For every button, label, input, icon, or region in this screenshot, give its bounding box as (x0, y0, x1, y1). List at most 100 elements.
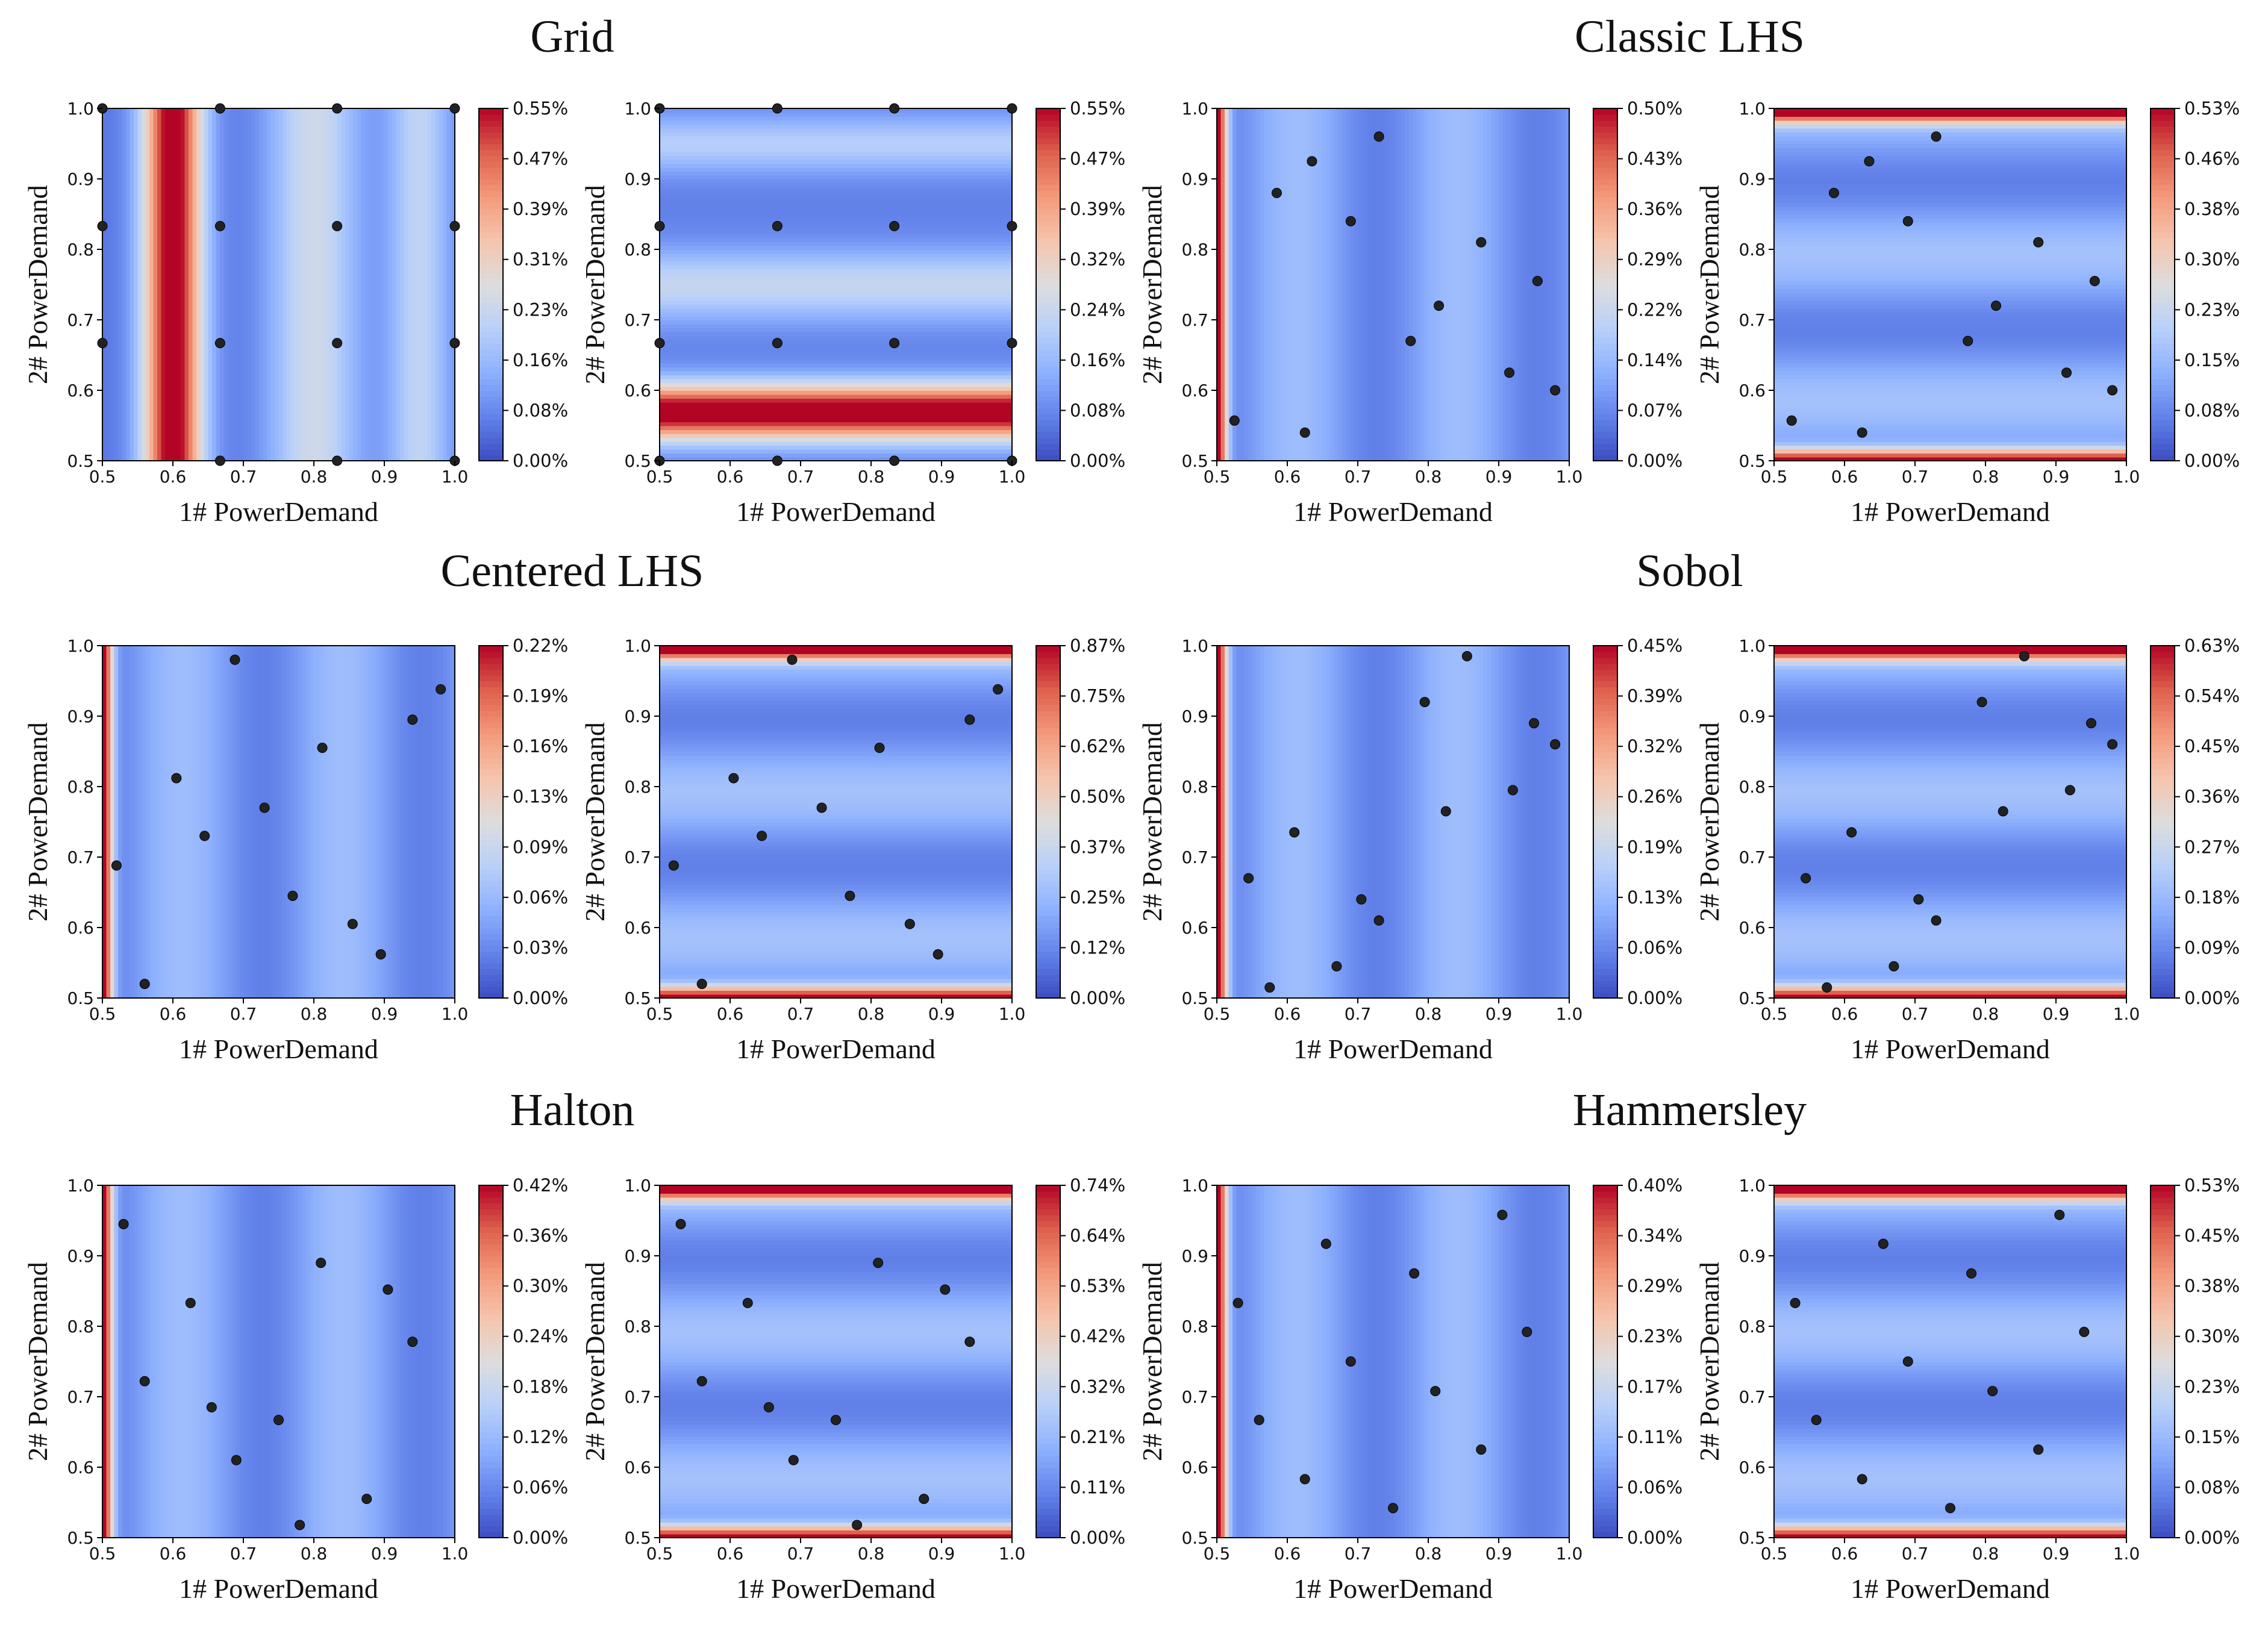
colorbar-segment (479, 986, 503, 993)
colorbar-segment (2151, 1308, 2175, 1315)
heatmap-cell (1295, 108, 1300, 461)
colorbar-segment (479, 179, 503, 186)
colorbar-segment (1593, 1350, 1617, 1356)
colorbar-segment (1036, 810, 1060, 817)
colorbar-segment (1593, 1185, 1617, 1192)
heatmap-cell (660, 735, 1012, 740)
heatmap-cell (1381, 108, 1386, 461)
heatmap-cell (1338, 1185, 1343, 1538)
sample-point (171, 773, 182, 784)
heatmap-cell (1774, 665, 2126, 670)
colorbar-segment (1593, 1455, 1617, 1462)
colorbar-segment (1593, 132, 1617, 139)
heatmap-cell (1401, 108, 1405, 461)
heatmap-cell (1774, 724, 2126, 729)
x-tick-label: 0.8 (1415, 1004, 1442, 1024)
colorbar-segment (2151, 1320, 2175, 1327)
heatmap-cell (1774, 116, 2126, 121)
sample-point (1373, 915, 1384, 926)
colorbar-segment (2151, 408, 2175, 414)
colorbar-segment (1593, 137, 1617, 145)
heatmap-cell (1393, 1185, 1398, 1538)
colorbar-tick-label: 0.15% (2184, 350, 2240, 370)
colorbar-segment (1593, 740, 1617, 746)
heatmap-cell (1260, 1185, 1264, 1538)
heatmap-cell (660, 1424, 1012, 1429)
heatmap-cell (1774, 140, 2126, 145)
colorbar-segment (479, 167, 503, 174)
colorbar-segment (1036, 651, 1060, 658)
colorbar-segment (1593, 851, 1617, 858)
heatmap-cell (1330, 646, 1335, 998)
colorbar-segment (2151, 881, 2175, 887)
colorbar-segment (1036, 1338, 1060, 1345)
sample-point (675, 1218, 686, 1229)
heatmap-cell (1774, 1518, 2126, 1523)
heatmap-cell (1401, 1185, 1405, 1538)
heatmap-cell (1774, 296, 2126, 301)
heatmap-cell (317, 108, 322, 461)
colorbar-segment (2151, 214, 2175, 221)
x-tick-label: 0.6 (717, 467, 744, 487)
colorbar-segment (1593, 1320, 1617, 1327)
heatmap-cell (345, 1185, 350, 1538)
colorbar-segment (2151, 687, 2175, 693)
heatmap-cell (1487, 1185, 1492, 1538)
heatmap-cell (1413, 646, 1417, 998)
heatmap-cell (1557, 646, 1562, 998)
colorbar-segment (1593, 1461, 1617, 1468)
heatmap-cell (361, 646, 366, 998)
heatmap-cell (660, 1447, 1012, 1452)
colorbar-segment (1036, 922, 1060, 928)
sample-point (199, 831, 210, 841)
colorbar-segment (1593, 1444, 1617, 1450)
heatmap-cell (1774, 759, 2126, 764)
heatmap-cell (660, 190, 1012, 195)
colorbar-segment (479, 1514, 503, 1521)
colorbar-segment (479, 951, 503, 958)
colorbar-segment (1593, 120, 1617, 127)
colorbar-segment (479, 443, 503, 450)
colorbar-segment (479, 126, 503, 133)
heatmap-cell (1774, 292, 2126, 297)
heatmap-cell (1460, 1185, 1464, 1538)
heatmap-cell (1774, 300, 2126, 305)
colorbar-segment (1036, 1444, 1060, 1450)
colorbar-segment (2151, 284, 2175, 292)
heatmap-cell (660, 1436, 1012, 1441)
heatmap-cell (660, 198, 1012, 203)
colorbar-segment (479, 1291, 503, 1298)
y-tick-label: 0.9 (624, 1246, 651, 1266)
colorbar-segment (2151, 190, 2175, 198)
colorbar-segment (479, 968, 503, 975)
heatmap-cell (1774, 1303, 2126, 1308)
colorbar-segment (1036, 1185, 1060, 1192)
colorbar-segment (479, 226, 503, 232)
colorbar-segment (1036, 1332, 1060, 1339)
colorbar-segment (2151, 167, 2175, 174)
heatmap-cell (1774, 869, 2126, 873)
heatmap-cell (1774, 335, 2126, 340)
heatmap-cell (1354, 646, 1358, 998)
colorbar-segment (479, 237, 503, 245)
heatmap-cell (1436, 1185, 1441, 1538)
colorbar-segment (1036, 1414, 1060, 1421)
colorbar-segment (1036, 698, 1060, 705)
heatmap-cell (408, 646, 413, 998)
colorbar-tick-label: 0.14% (1627, 350, 1682, 370)
sample-point (287, 890, 298, 901)
heatmap-cell (1774, 790, 2126, 795)
colorbar-segment (479, 214, 503, 221)
y-tick-label: 0.9 (1738, 1246, 1766, 1266)
colorbar-segment (2151, 1297, 2175, 1303)
heatmap-cell (660, 187, 1012, 192)
colorbar-segment (479, 1444, 503, 1450)
colorbar-segment (479, 1508, 503, 1515)
colorbar-segment (1036, 951, 1060, 958)
y-tick-label: 0.5 (1738, 988, 1766, 1008)
sample-point (993, 684, 1004, 695)
heatmap-cell (411, 646, 416, 998)
colorbar-tick-label: 0.00% (513, 451, 568, 471)
heatmap-cell (660, 312, 1012, 317)
heatmap-cell (411, 1185, 416, 1538)
